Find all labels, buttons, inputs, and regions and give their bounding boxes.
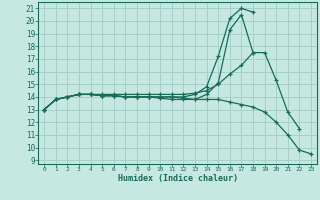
X-axis label: Humidex (Indice chaleur): Humidex (Indice chaleur): [118, 174, 238, 183]
